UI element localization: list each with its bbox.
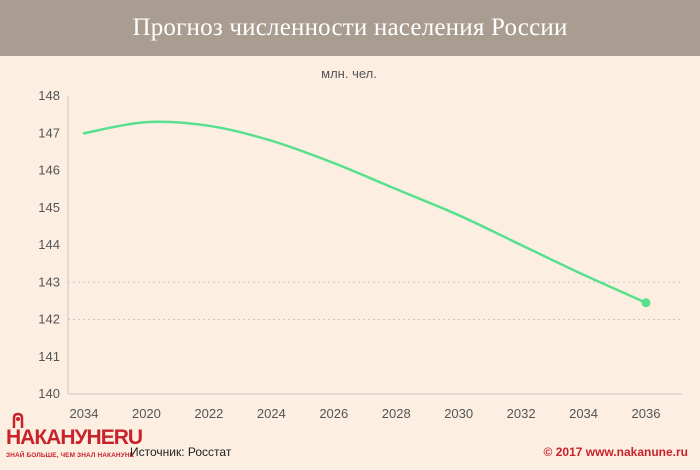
x-tick-label: 2034 [70,406,99,421]
y-tick-label: 148 [38,88,60,103]
y-tick-label: 147 [38,125,60,140]
x-tick-label: 2032 [507,406,536,421]
x-tick-labels: 2034 2020 2022 2024 2026 2028 2030 2032 2034 2036 [70,406,661,421]
gridlines [68,281,682,320]
logo-mark-icon [12,412,24,428]
y-tick-label: 141 [38,349,60,364]
y-tick-label: 145 [38,200,60,215]
chart: млн. чел. 140 141 142 143 144 145 146 147 148 20… [38,66,682,421]
x-tick-label: 2030 [444,406,473,421]
y-tick-label: 144 [38,237,60,252]
y-tick-label: 140 [38,386,60,401]
chart-title: Прогноз численности населения России [132,14,568,41]
x-tick-label: 2024 [257,406,286,421]
series-line [82,120,648,304]
nakanune-logo[interactable]: НАКАНУНЕRU ЗНАЙ БОЛЬШЕ, ЧЕМ ЗНАЛ НАКАНУН… [4,412,143,468]
y-tick-labels: 140 141 142 143 144 145 146 147 148 [38,88,60,401]
y-tick-label: 142 [38,312,60,327]
logo-suffix: RU [113,426,143,449]
x-tick-label: 2020 [132,406,161,421]
x-tick-label: 2036 [632,406,661,421]
x-tick-label: 2034 [569,406,598,421]
copyright-link[interactable]: © 2017 www.nakanune.ru [543,445,688,459]
x-tick-label: 2022 [194,406,223,421]
x-tick-label: 2026 [319,406,348,421]
y-tick-label: 146 [38,163,60,178]
logo-text: НАКАНУНЕ [6,426,115,449]
title-bar: Прогноз численности населения России [0,0,700,56]
logo-slogan: ЗНАЙ БОЛЬШЕ, ЧЕМ ЗНАЛ НАКАНУНЕ [6,452,135,459]
x-tick-label: 2028 [382,406,411,421]
series-layer [82,120,651,308]
unit-label: млн. чел. [321,66,377,81]
y-tick-label: 143 [38,274,60,289]
data-point [641,298,651,308]
source-note: Источник: Росстат [130,445,232,459]
